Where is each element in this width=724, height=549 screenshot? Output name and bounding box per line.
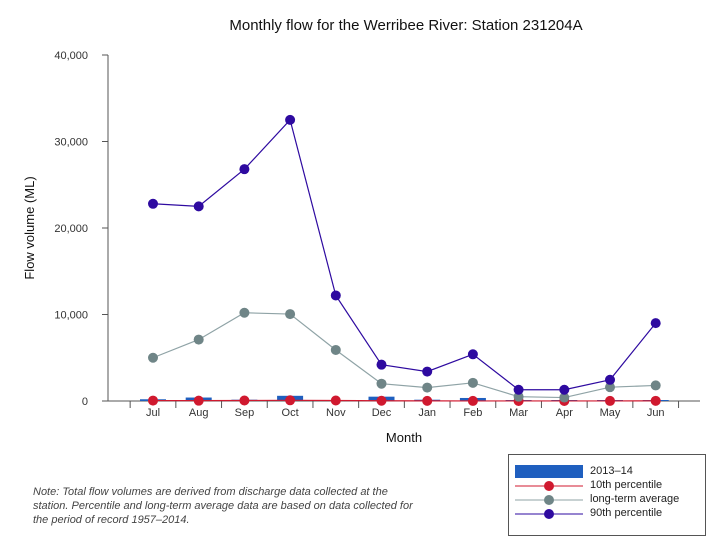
point-10th-percentile <box>330 395 341 406</box>
point-10th-percentile <box>605 395 615 406</box>
legend-item-10th-percentile: 10th percentile <box>509 479 707 493</box>
point-long-term-average <box>193 334 204 345</box>
point-90th-percentile <box>422 366 433 377</box>
point-10th-percentile <box>467 395 478 406</box>
x-tick-label: Dec <box>372 407 392 419</box>
point-long-term-average <box>239 307 250 318</box>
x-tick-label: Jun <box>647 407 665 419</box>
x-tick-label: Feb <box>463 407 482 419</box>
point-long-term-average <box>148 352 158 363</box>
legend-label: 90th percentile <box>590 507 663 519</box>
point-long-term-average <box>513 391 524 402</box>
point-10th-percentile <box>422 395 433 406</box>
point-10th-percentile <box>148 395 158 406</box>
point-long-term-average <box>650 380 661 391</box>
x-tick-label: Apr <box>556 407 573 419</box>
x-tick-label: Nov <box>326 407 346 419</box>
point-90th-percentile <box>193 201 204 212</box>
x-tick-label: Mar <box>509 407 528 419</box>
legend-swatch-line <box>515 495 583 505</box>
legend-label: long-term average <box>590 493 680 505</box>
footnote: Note: Total flow volumes are derived fro… <box>33 486 413 526</box>
point-long-term-average <box>422 382 433 393</box>
y-tick-label: 20,000 <box>54 223 88 235</box>
chart-title: Monthly flow for the Werribee River: Sta… <box>229 17 582 34</box>
x-tick-label: May <box>600 407 621 419</box>
point-10th-percentile <box>239 395 250 406</box>
x-tick-label: Jul <box>146 407 160 419</box>
point-10th-percentile <box>285 395 296 406</box>
series-line-long-term-average <box>152 312 656 399</box>
point-long-term-average <box>330 344 341 355</box>
point-10th-percentile <box>650 395 661 406</box>
point-long-term-average <box>559 392 570 403</box>
legend-label: 10th percentile <box>590 479 663 491</box>
point-long-term-average <box>605 382 615 393</box>
legend-item-2013-14: 2013–14 <box>509 465 707 479</box>
series-line-90th-percentile <box>152 118 657 391</box>
point-long-term-average <box>467 377 478 388</box>
legend-label: 2013–14 <box>590 465 633 477</box>
legend: 2013–14 10th percentile long-term averag… <box>508 454 706 536</box>
legend-item-long-term-average: long-term average <box>509 493 707 507</box>
legend-item-90th-percentile: 90th percentile <box>509 507 707 521</box>
point-90th-percentile <box>148 198 158 209</box>
y-axis-label: Flow volume (ML) <box>22 176 37 279</box>
point-90th-percentile <box>605 374 615 385</box>
x-tick-label: Jan <box>418 407 436 419</box>
x-tick-label: Oct <box>282 407 299 419</box>
point-90th-percentile <box>559 384 570 395</box>
point-90th-percentile <box>376 359 387 370</box>
y-tick-label: 40,000 <box>54 50 88 62</box>
y-tick-label: 10,000 <box>54 310 88 322</box>
point-10th-percentile <box>376 395 387 406</box>
point-long-term-average <box>285 309 296 320</box>
y-tick-label: 0 <box>82 396 88 408</box>
x-axis-label: Month <box>386 430 422 445</box>
y-tick-label: 30,000 <box>54 137 88 149</box>
point-90th-percentile <box>330 290 341 301</box>
legend-swatch-line <box>515 481 583 491</box>
point-10th-percentile <box>193 395 204 406</box>
point-90th-percentile <box>285 114 296 125</box>
point-90th-percentile <box>239 164 250 175</box>
series-line-10th-percentile <box>152 399 656 402</box>
x-tick-label: Sep <box>235 407 255 419</box>
point-long-term-average <box>376 378 387 389</box>
point-90th-percentile <box>513 384 524 395</box>
legend-swatch-line <box>515 509 583 519</box>
legend-swatch-bar <box>515 465 583 478</box>
point-90th-percentile <box>467 349 478 360</box>
x-tick-label: Aug <box>189 407 209 419</box>
point-90th-percentile <box>650 318 661 329</box>
